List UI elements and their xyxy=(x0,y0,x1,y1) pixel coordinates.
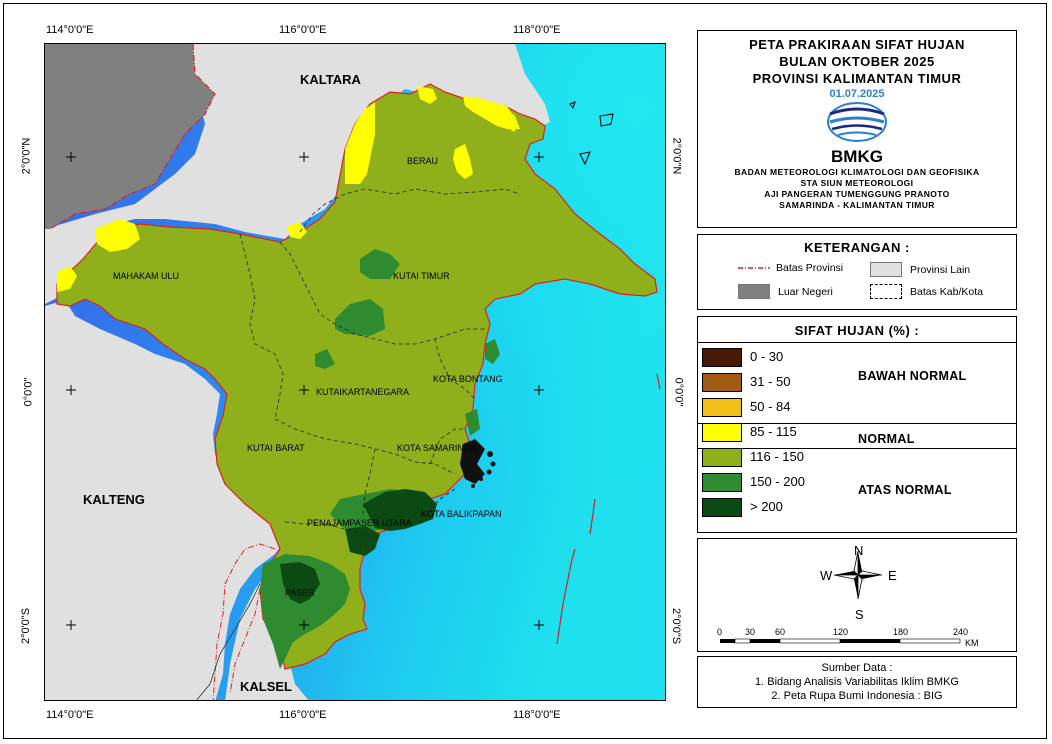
other-province-swatch xyxy=(870,262,902,277)
label-berau: BERAU xyxy=(407,156,438,166)
foreign-country xyxy=(45,44,215,229)
lat-label-right-2n: 2°0'0"N xyxy=(670,137,683,175)
legend-batas-provinsi: Batas Provinsi xyxy=(738,262,843,274)
class-label-5: 150 - 200 xyxy=(750,474,805,489)
class-label-6: > 200 xyxy=(750,499,783,514)
lon-label-top-118: 118°0'0"E xyxy=(513,24,561,36)
lon-label-bottom-116: 116°0'0"E xyxy=(279,709,327,721)
scale-tick-0: 0 xyxy=(717,627,722,637)
org-line2: STA SIUN METEOROLOGI xyxy=(800,178,914,188)
province-border-swatch xyxy=(738,267,770,269)
lon-label-bottom-118: 118°0'0"E xyxy=(513,709,561,721)
legend-luar-negeri: Luar Negeri xyxy=(738,284,833,299)
above-normal-area-1 xyxy=(360,249,400,279)
label-penajam: PENAJAMPASER UTARA xyxy=(307,518,412,528)
label-kutai-barat: KUTAI BARAT xyxy=(247,443,305,453)
legend-provinsi-lain-label: Provinsi Lain xyxy=(910,263,971,276)
sifat-hujan-title: SIFAT HUJAN (%) : xyxy=(794,323,920,338)
label-kutai-kartanegara: KUTAIKARTANEGARA xyxy=(316,387,409,397)
sea-island-1 xyxy=(556,548,576,645)
class-label-3: 85 - 115 xyxy=(750,424,797,439)
label-kota-balikpapan: KOTA BALIKPAPAN xyxy=(421,509,502,519)
scale-tick-240: 240 xyxy=(953,627,968,637)
legend-luar-negeri-label: Luar Negeri xyxy=(778,285,833,298)
scale-bar xyxy=(720,638,961,644)
province-kaltim xyxy=(56,83,658,670)
scale-unit: KM xyxy=(965,638,979,648)
lon-label-bottom-114: 114°0'0"E xyxy=(46,709,94,721)
class-label-2: 50 - 84 xyxy=(750,399,791,414)
compass-w: W xyxy=(820,568,833,583)
org-line4: SAMARINDA - KALIMANTAN TIMUR xyxy=(779,200,935,210)
lat-label-right-0: 0°0'0" xyxy=(672,377,685,407)
bmkg-logo-text: BMKG xyxy=(831,147,883,166)
class-swatch-0 xyxy=(702,348,742,367)
class-swatch-5 xyxy=(702,473,742,492)
org-line1: BADAN METEOROLOGI KLIMATOLOGI DAN GEOFIS… xyxy=(734,167,980,177)
legend-batas-kab-label: Batas Kab/Kota xyxy=(910,285,983,298)
label-kota-samarinda: KOTA SAMARINDA xyxy=(397,443,476,453)
class-label-0: 0 - 30 xyxy=(750,349,784,364)
group-bawah-normal: BAWAH NORMAL xyxy=(858,369,967,383)
compass-s: S xyxy=(855,607,864,622)
bmkg-logo xyxy=(698,102,1016,147)
label-mahakam-ulu: MAHAKAM ULU xyxy=(113,271,179,281)
other-province-west-south xyxy=(45,300,290,700)
source-panel: Sumber Data : 1. Bidang Analisis Variabi… xyxy=(697,656,1017,708)
map-title-line3: PROVINSI KALIMANTAN TIMUR xyxy=(752,71,962,86)
lon-label-top-114: 114°0'0"E xyxy=(46,24,94,36)
org-line3: AJI PANGERAN TUMENGGUNG PRANOTO xyxy=(764,189,950,199)
legend-provinsi-lain: Provinsi Lain xyxy=(870,262,970,277)
class-swatch-1 xyxy=(702,373,742,392)
scale-tick-30: 30 xyxy=(745,627,755,637)
group-atas-normal: ATAS NORMAL xyxy=(858,483,952,497)
class-label-4: 116 - 150 xyxy=(750,449,804,464)
label-kalsel: KALSEL xyxy=(240,679,292,694)
normal-area-1 xyxy=(345,102,375,184)
group-normal: NORMAL xyxy=(858,432,915,446)
label-kaltara: KALTARA xyxy=(300,72,362,87)
map-area[interactable]: KALTARA KALTENG KALSEL BERAU MAHAKAM ULU… xyxy=(44,43,666,701)
class-label-1: 31 - 50 xyxy=(750,374,791,389)
grid-crosses xyxy=(66,152,544,630)
legend-batas-provinsi-label: Batas Provinsi xyxy=(776,262,844,274)
label-kalteng: KALTENG xyxy=(83,492,145,507)
label-kutai-timur: KUTAI TIMUR xyxy=(393,271,450,281)
lat-label-left-0: 0°0'0" xyxy=(22,377,35,407)
other-province-north xyxy=(45,44,550,304)
class-swatch-3 xyxy=(702,423,742,442)
keterangan-panel: KETERANGAN : Batas Provinsi Provinsi Lai… xyxy=(697,234,1017,310)
legend-batas-kab: Batas Kab/Kota xyxy=(870,284,983,299)
title-panel: PETA PRAKIRAAN SIFAT HUJAN BULAN OKTOBER… xyxy=(697,30,1017,228)
label-kota-bontang: KOTA BONTANG xyxy=(433,374,503,384)
map-frame xyxy=(3,3,1047,739)
mahakam-delta xyxy=(460,439,496,488)
above-normal-area-dark xyxy=(363,489,437,531)
scale-tick-60: 60 xyxy=(775,627,785,637)
lat-label-left-2s: 2°0'0"S xyxy=(20,607,33,645)
foreign-swatch xyxy=(738,284,770,299)
source-line2: 2. Peta Rupa Bumi Indonesia : BIG xyxy=(771,690,943,702)
source-title: Sumber Data : xyxy=(821,662,893,674)
map-title-line1: PETA PRAKIRAAN SIFAT HUJAN xyxy=(749,37,965,52)
map-title-line2: BULAN OKTOBER 2025 xyxy=(779,54,935,69)
class-swatch-6 xyxy=(702,498,742,517)
lon-label-top-116: 116°0'0"E xyxy=(279,24,327,36)
sifat-hujan-panel: SIFAT HUJAN (%) : BAWAH NORMAL NORMAL AT… xyxy=(697,316,1017,533)
source-line1: 1. Bidang Analisis Variabilitas Iklim BM… xyxy=(755,676,959,688)
scale-tick-180: 180 xyxy=(893,627,908,637)
compass-rose-icon xyxy=(833,550,883,600)
class-swatch-4 xyxy=(702,448,742,467)
compass-scale-panel: N S E W 0 30 60 120 180 240 KM xyxy=(697,538,1017,652)
compass-e: E xyxy=(888,568,897,583)
class-swatch-2 xyxy=(702,398,742,417)
lat-label-left-2n: 2°0'0"N xyxy=(20,137,33,175)
compass-n: N xyxy=(854,543,863,558)
scale-tick-120: 120 xyxy=(833,627,848,637)
district-border-swatch xyxy=(870,284,902,299)
keterangan-title: KETERANGAN : xyxy=(804,240,910,255)
issue-date: 01.07.2025 xyxy=(829,88,885,100)
lat-label-right-2s: 2°0'0"S xyxy=(670,607,683,645)
label-paser: PASER xyxy=(285,588,315,598)
